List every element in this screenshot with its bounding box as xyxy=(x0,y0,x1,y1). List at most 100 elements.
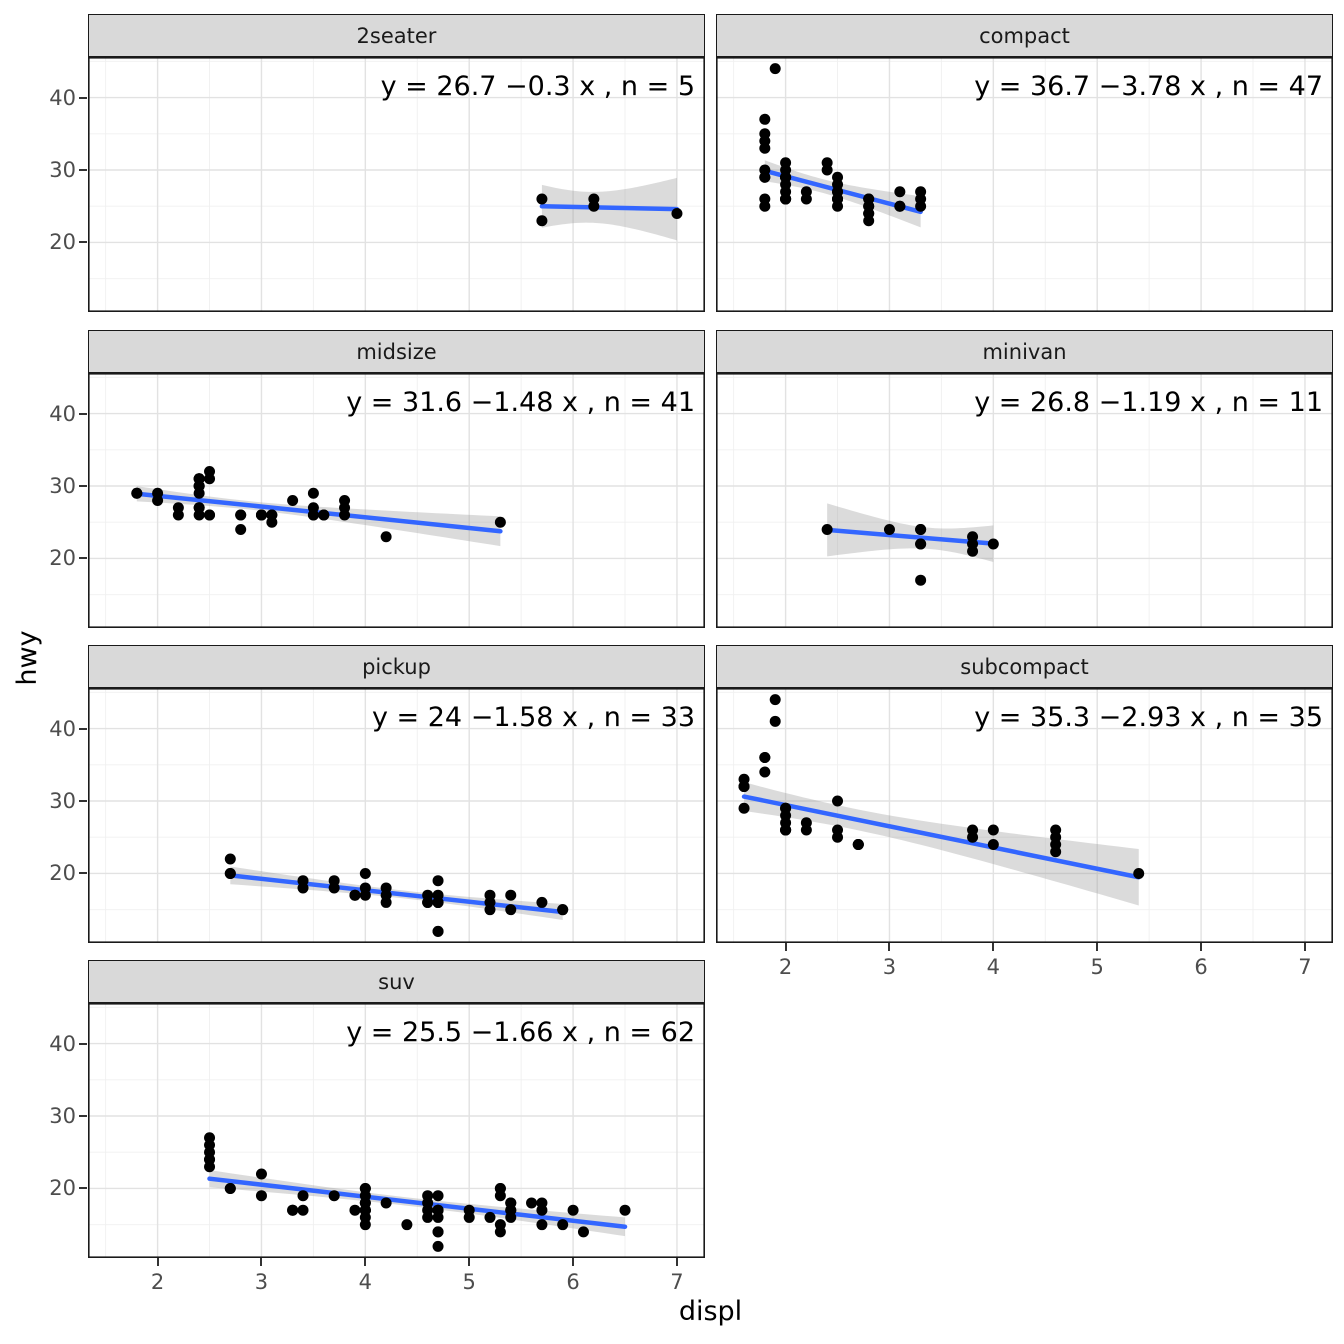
confidence-band xyxy=(744,782,1139,906)
gridlines xyxy=(88,1003,705,1258)
x-tick-mark xyxy=(156,1258,159,1266)
y-tick-label: 40 xyxy=(49,716,76,741)
y-tick-label: 40 xyxy=(49,401,76,426)
gridlines xyxy=(88,57,705,312)
regression-line xyxy=(134,491,503,534)
facet-strip-label: minivan xyxy=(982,339,1067,364)
x-tick-label: 4 xyxy=(358,1270,373,1294)
facet-midsize: midsize y = 31.6 −1.48 x , n = 41 20 30 40 xyxy=(49,330,705,628)
panel-border xyxy=(716,373,1333,628)
x-tick-mark xyxy=(572,1258,575,1266)
gridlines xyxy=(716,373,1333,628)
facet-panel-compact: y = 36.7 −3.78 x , n = 47 xyxy=(716,57,1333,312)
regression-equation: y = 24 −1.58 x , n = 33 xyxy=(372,702,695,733)
gridlines xyxy=(88,688,705,943)
y-tick-mark xyxy=(79,872,87,875)
facet-panel-midsize: y = 31.6 −1.48 x , n = 41 xyxy=(88,373,705,628)
y-tick-mark xyxy=(79,1187,87,1190)
panel-border xyxy=(88,373,705,628)
panel-border xyxy=(716,57,1333,312)
y-tick-mark xyxy=(79,727,87,730)
x-tick-label: 7 xyxy=(1298,955,1312,979)
data-points xyxy=(131,466,506,543)
gridlines xyxy=(88,373,705,628)
x-tick-mark xyxy=(1303,943,1306,951)
regression-equation: y = 26.7 −0.3 x , n = 5 xyxy=(381,71,695,102)
facet-pickup: pickup y = 24 −1.58 x , n = 33 20 30 40 xyxy=(49,645,705,943)
y-axis-label: hwy xyxy=(12,630,43,686)
facet-panel-pickup: y = 24 −1.58 x , n = 33 xyxy=(88,688,705,943)
y-tick-label: 30 xyxy=(49,1104,76,1128)
data-points xyxy=(821,523,999,586)
regression-line xyxy=(741,794,1142,880)
facet-strip-label: compact xyxy=(979,23,1070,48)
y-tick-label: 40 xyxy=(49,85,76,110)
facet-suv: suv y = 25.5 −1.66 x , n = 62 20 30 40 2 3 4 5 6 7 xyxy=(49,960,705,1294)
facet-strip-label: subcompact xyxy=(960,654,1089,679)
facet-strip-label: suv xyxy=(378,969,415,994)
data-points xyxy=(204,1132,631,1252)
x-tick-mark xyxy=(1200,943,1203,951)
facet-panel-minivan: y = 26.8 −1.19 x , n = 11 xyxy=(716,373,1333,628)
facet-panel-suv: y = 25.5 −1.66 x , n = 62 xyxy=(88,1003,705,1258)
x-tick-label: 3 xyxy=(882,955,897,979)
x-tick-label: 2 xyxy=(150,1270,165,1294)
facet-strip-label: midsize xyxy=(356,339,437,364)
y-tick-label: 30 xyxy=(49,474,76,498)
y-tick-mark xyxy=(79,1042,87,1045)
x-tick-label: 3 xyxy=(254,1270,269,1294)
x-axis-label: displ xyxy=(678,1296,743,1327)
x-tick-mark xyxy=(675,1258,678,1266)
x-tick-label: 5 xyxy=(462,1270,476,1294)
facet-panel-2seater: y = 26.7 −0.3 x , n = 5 xyxy=(88,57,705,312)
x-tick-label: 2 xyxy=(778,955,793,979)
regression-equation: y = 25.5 −1.66 x , n = 62 xyxy=(346,1017,695,1048)
facet-strip: subcompact xyxy=(716,645,1333,688)
panel-border xyxy=(88,57,705,312)
x-tick-label: 5 xyxy=(1090,955,1104,979)
confidence-band xyxy=(827,503,994,562)
y-tick-label: 40 xyxy=(49,1031,76,1056)
y-tick-label: 20 xyxy=(49,230,76,255)
facet-compact: compact y = 36.7 −3.78 x , n = 47 xyxy=(716,14,1333,312)
y-tick-label: 20 xyxy=(49,861,76,886)
data-points xyxy=(224,853,569,937)
gridlines xyxy=(716,688,1333,943)
y-tick-mark xyxy=(79,485,87,487)
x-tick-mark xyxy=(260,1258,263,1266)
y-tick-label: 20 xyxy=(49,1176,76,1201)
panel-border xyxy=(716,688,1333,943)
regression-line xyxy=(207,1176,628,1230)
facet-panel-subcompact: y = 35.3 −2.93 x , n = 35 xyxy=(716,688,1333,943)
x-tick-label: 6 xyxy=(1194,955,1208,979)
facet-strip: suv xyxy=(88,960,705,1003)
facet-2seater: 2seater y = 26.7 −0.3 x , n = 5 20 30 40 xyxy=(49,14,705,312)
x-tick-mark xyxy=(364,1258,367,1266)
facet-strip: midsize xyxy=(88,330,705,373)
facet-minivan: minivan y = 26.8 −1.19 x , n = 11 xyxy=(716,330,1333,628)
panel-border xyxy=(88,1003,705,1258)
x-tick-label: 4 xyxy=(986,955,1001,979)
y-tick-label: 20 xyxy=(49,546,76,571)
y-tick-mark xyxy=(79,557,87,560)
x-tick-mark xyxy=(784,943,787,951)
regression-line xyxy=(824,527,996,546)
regression-line xyxy=(539,204,680,212)
x-tick-label: 6 xyxy=(566,1270,580,1294)
y-tick-mark xyxy=(79,241,87,244)
y-tick-mark xyxy=(79,800,87,802)
facet-strip-label: 2seater xyxy=(356,23,437,48)
facet-subcompact: subcompact y = 35.3 −2.93 x , n = 35 2 3 4 5 6… xyxy=(716,645,1333,979)
data-points xyxy=(738,694,1145,879)
x-tick-label: 7 xyxy=(670,1270,684,1294)
x-tick-mark xyxy=(468,1258,471,1266)
regression-equation: y = 26.8 −1.19 x , n = 11 xyxy=(974,387,1323,418)
facet-strip: 2seater xyxy=(88,14,705,57)
panel-border xyxy=(88,688,705,943)
regression-equation: y = 35.3 −2.93 x , n = 35 xyxy=(974,702,1323,733)
y-tick-label: 30 xyxy=(49,158,76,182)
y-tick-mark xyxy=(79,412,87,415)
y-tick-label: 30 xyxy=(49,789,76,813)
x-tick-mark xyxy=(1096,943,1099,951)
x-tick-mark xyxy=(888,943,891,951)
